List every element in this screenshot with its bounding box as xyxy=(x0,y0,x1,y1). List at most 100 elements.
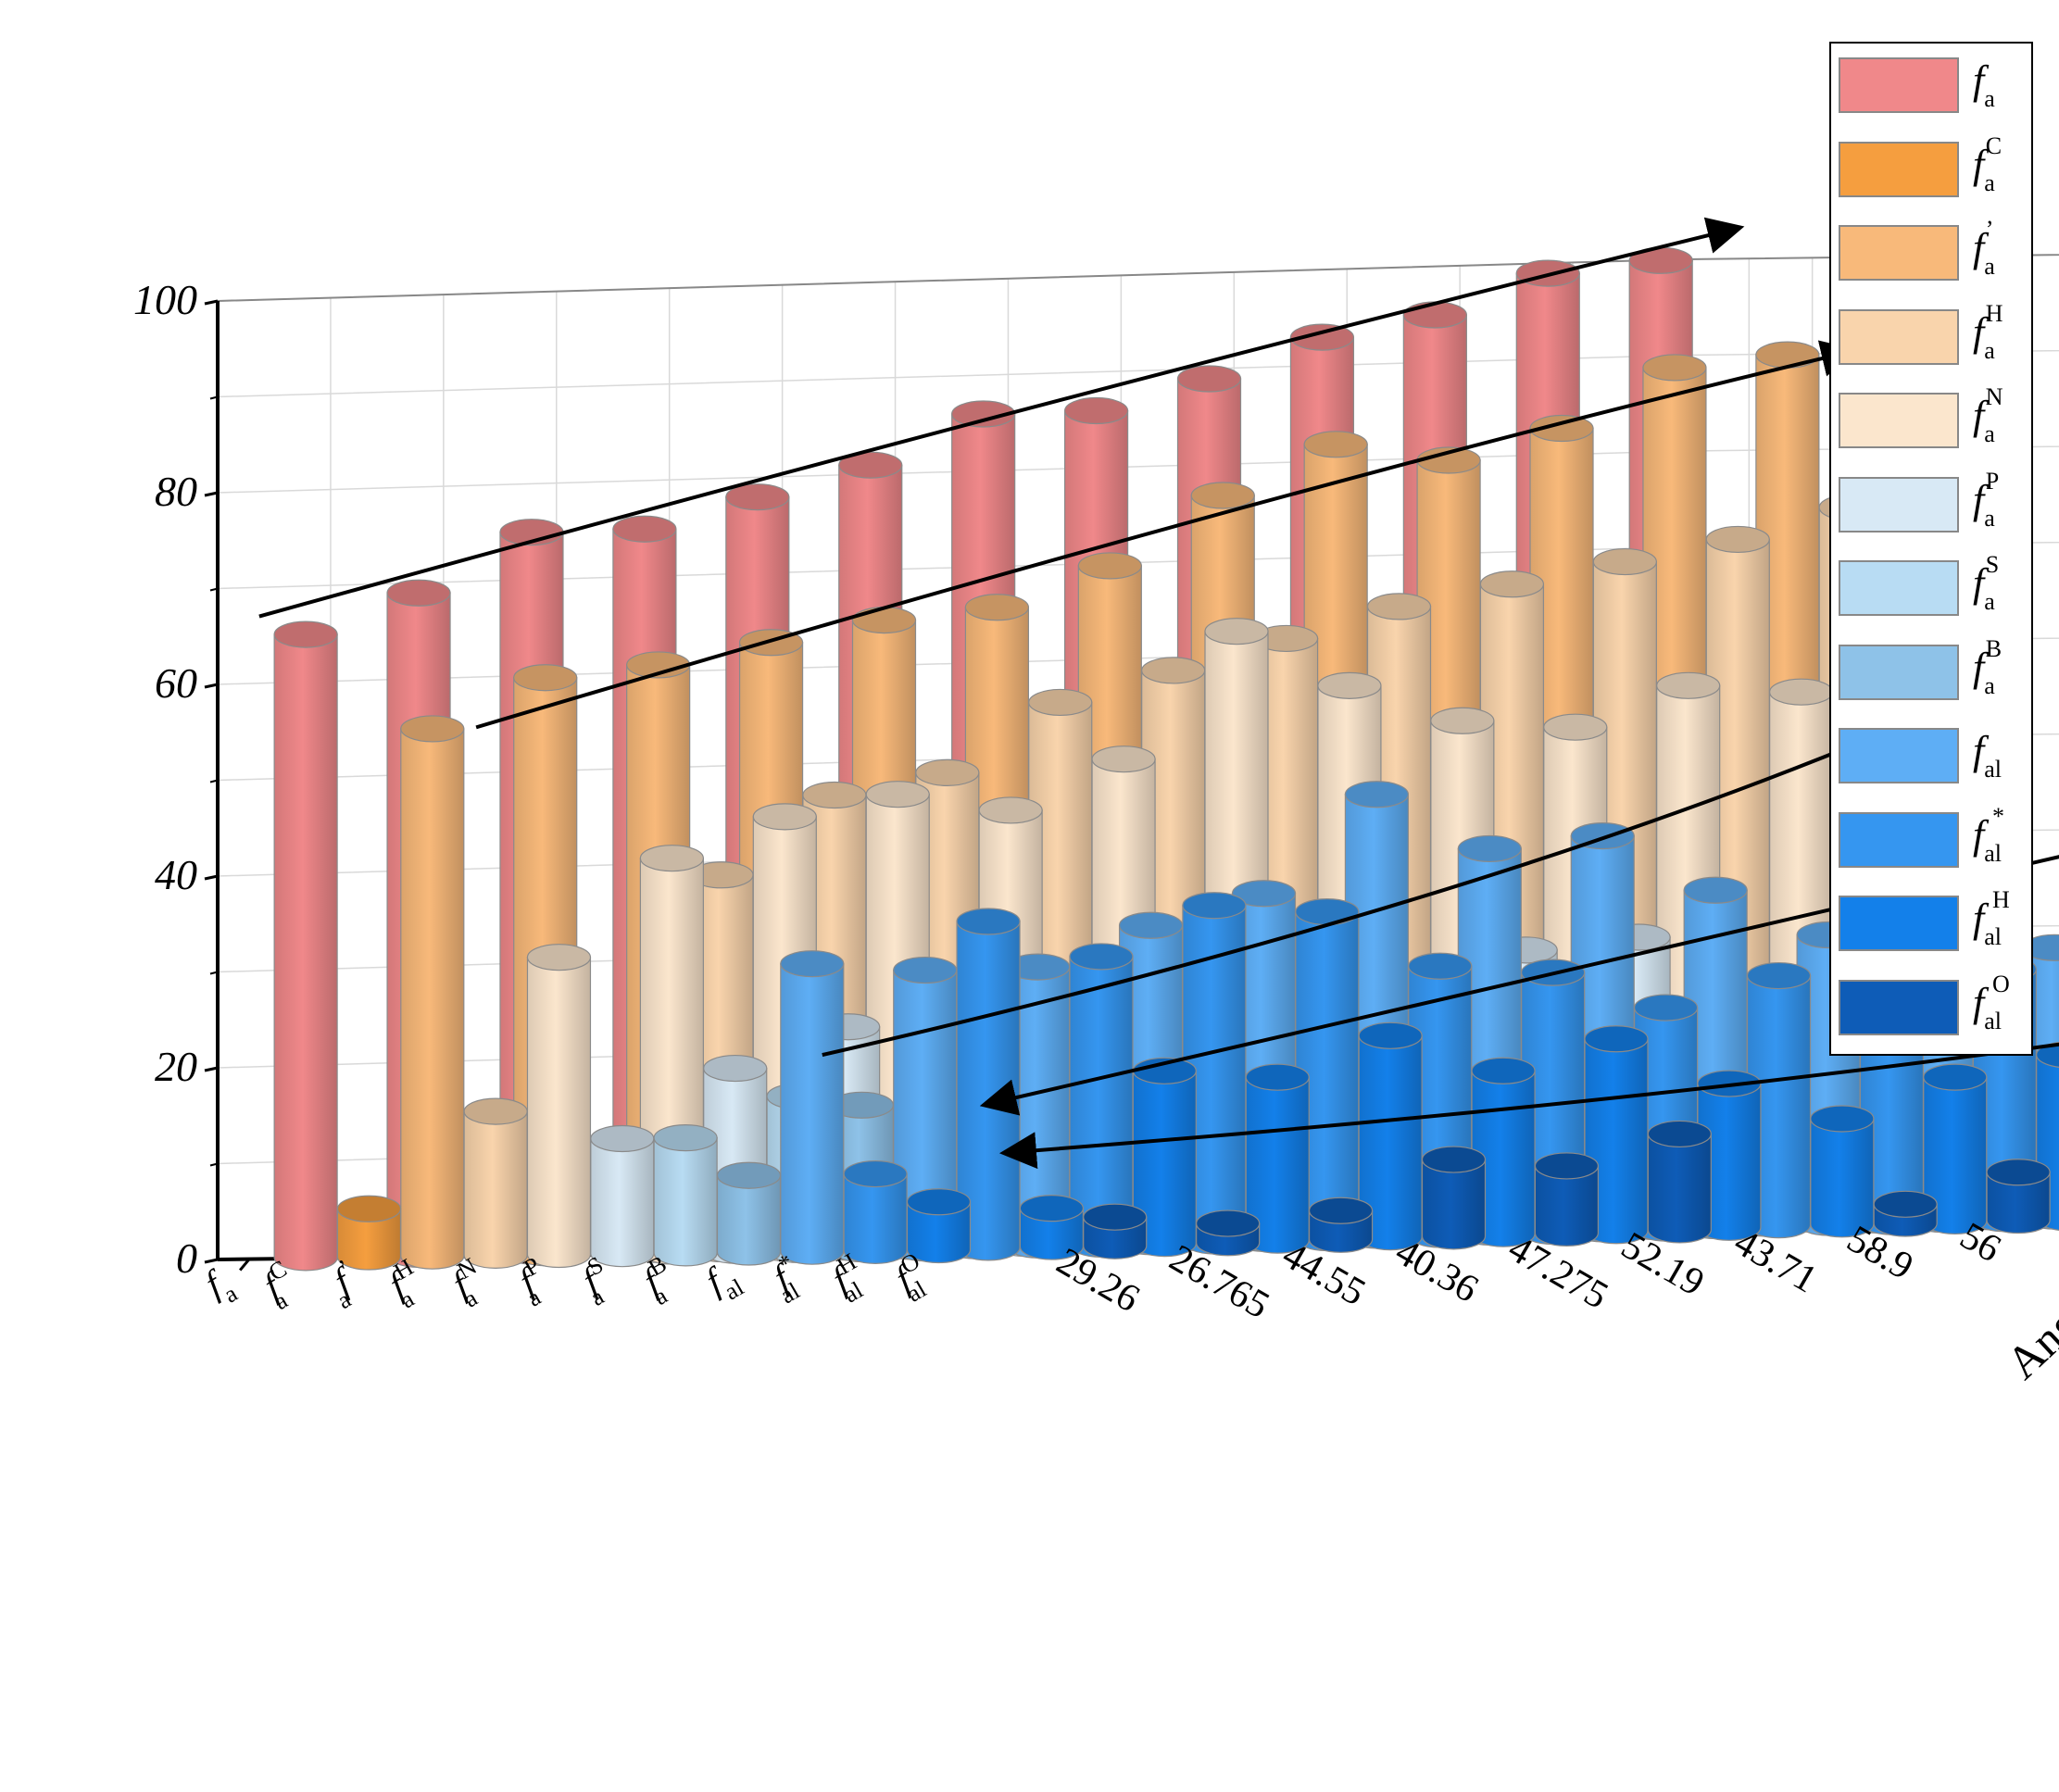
bar xyxy=(1245,1063,1310,1254)
bar-top xyxy=(1182,892,1247,920)
bar-top xyxy=(1308,1197,1374,1224)
bar-top xyxy=(1358,1021,1423,1049)
legend-item: fa ’ xyxy=(1839,216,2028,283)
legend-label-base: f xyxy=(1973,393,1985,438)
bar-top xyxy=(1873,1190,1938,1218)
legend-item: faS xyxy=(1839,551,2028,619)
bar-top xyxy=(612,515,677,543)
bar-top xyxy=(716,1161,782,1189)
legend-label-sup: B xyxy=(1985,634,2003,662)
bar-top xyxy=(1421,1146,1487,1173)
z-tick xyxy=(204,683,219,689)
bar xyxy=(780,950,845,1265)
bar xyxy=(1471,1057,1536,1247)
bar xyxy=(273,620,338,1272)
legend-label: faC xyxy=(1973,132,2011,211)
legend-label: faN xyxy=(1973,383,2013,462)
bar-top xyxy=(1408,952,1473,980)
bar-top xyxy=(1769,678,1834,706)
legend-swatch xyxy=(1839,57,1959,113)
bar-top xyxy=(1091,746,1156,773)
legend-label: fa ’ xyxy=(1973,216,2003,294)
bar-top xyxy=(1289,323,1355,351)
bar-top xyxy=(978,796,1043,824)
legend-label-sup: H xyxy=(1992,886,2010,913)
bar-body xyxy=(1019,1208,1084,1260)
bar-top xyxy=(1317,671,1382,699)
bar-top xyxy=(1810,1105,1875,1133)
bar xyxy=(893,956,958,1262)
bar-body xyxy=(590,1137,655,1268)
legend-item: faN xyxy=(1839,383,2028,451)
legend-item: fa xyxy=(1839,51,2028,116)
bar-top xyxy=(273,620,338,648)
legend-swatch xyxy=(1839,476,1959,533)
legend-swatch xyxy=(1839,896,1959,951)
bar-top xyxy=(1118,911,1184,939)
bar-top xyxy=(725,483,790,511)
bar-top xyxy=(752,803,817,831)
bar-top xyxy=(780,950,845,978)
bar-top xyxy=(964,594,1030,621)
bar-top xyxy=(1755,341,1820,369)
bar-top xyxy=(1656,671,1721,699)
bar-body xyxy=(1647,1133,1712,1244)
bar-top xyxy=(703,1054,768,1083)
bar xyxy=(1308,1197,1374,1253)
z-minor-tick xyxy=(209,779,219,783)
bar xyxy=(906,1188,972,1264)
z-tick xyxy=(204,874,219,881)
legend-swatch xyxy=(1839,811,1959,868)
bar-top xyxy=(1471,1057,1536,1084)
bar-body xyxy=(716,1174,782,1266)
bar xyxy=(1196,1209,1261,1257)
bar-top xyxy=(1642,354,1707,382)
bar-top xyxy=(1534,1152,1600,1180)
legend-label-base: f xyxy=(1973,225,1985,270)
bar-top xyxy=(1986,1159,2051,1186)
z-tick-label: 80 xyxy=(155,468,197,515)
legend-label-base: f xyxy=(1973,811,1985,858)
bar-top xyxy=(1366,593,1432,620)
bar-top xyxy=(1083,1203,1148,1231)
legend-label: faP xyxy=(1973,468,2008,546)
bar-top xyxy=(1077,552,1142,580)
legend-item: fal H xyxy=(1839,886,2028,954)
legend: fa faC fa’ faH faN faP faS faB fal fal* falH falO xyxy=(1829,42,2033,1056)
legend-item: faB xyxy=(1839,635,2028,703)
trend-arrow xyxy=(998,1042,2059,1170)
bar xyxy=(336,1195,402,1271)
bar-body xyxy=(1986,1172,2051,1234)
bar-top xyxy=(956,908,1021,935)
legend-label-sup: P xyxy=(1985,467,2000,495)
bar-top xyxy=(1028,688,1093,717)
bar-top xyxy=(400,715,465,743)
series-tick-sub: al xyxy=(720,1273,748,1305)
bar-body xyxy=(273,633,338,1272)
bar-top xyxy=(1633,994,1699,1021)
legend-item: fal xyxy=(1839,721,2028,786)
legend-label: faB xyxy=(1973,635,2011,714)
bar-top xyxy=(865,781,930,808)
bar xyxy=(526,944,592,1269)
bar-top xyxy=(893,956,958,984)
legend-label-base: f xyxy=(1973,57,1985,103)
bar-top xyxy=(639,845,704,872)
legend-label-sup: N xyxy=(1985,383,2003,410)
bar-body xyxy=(400,728,465,1270)
bars xyxy=(273,246,2059,1272)
z-tick xyxy=(204,299,219,306)
bar-top xyxy=(653,1124,718,1152)
legend-label-sub: al xyxy=(1984,923,2002,950)
bar-top xyxy=(513,664,578,692)
legend-label-sup: ’ xyxy=(1985,216,1994,243)
bar-top xyxy=(590,1124,655,1153)
legend-label: faH xyxy=(1973,300,2013,379)
bar-top xyxy=(1705,525,1770,554)
legend-label-base: f xyxy=(1973,141,1985,187)
legend-label-sup: * xyxy=(1992,802,2004,830)
trend-arrow xyxy=(475,340,1859,730)
legend-swatch xyxy=(1839,644,1959,700)
bar-body xyxy=(780,963,845,1265)
